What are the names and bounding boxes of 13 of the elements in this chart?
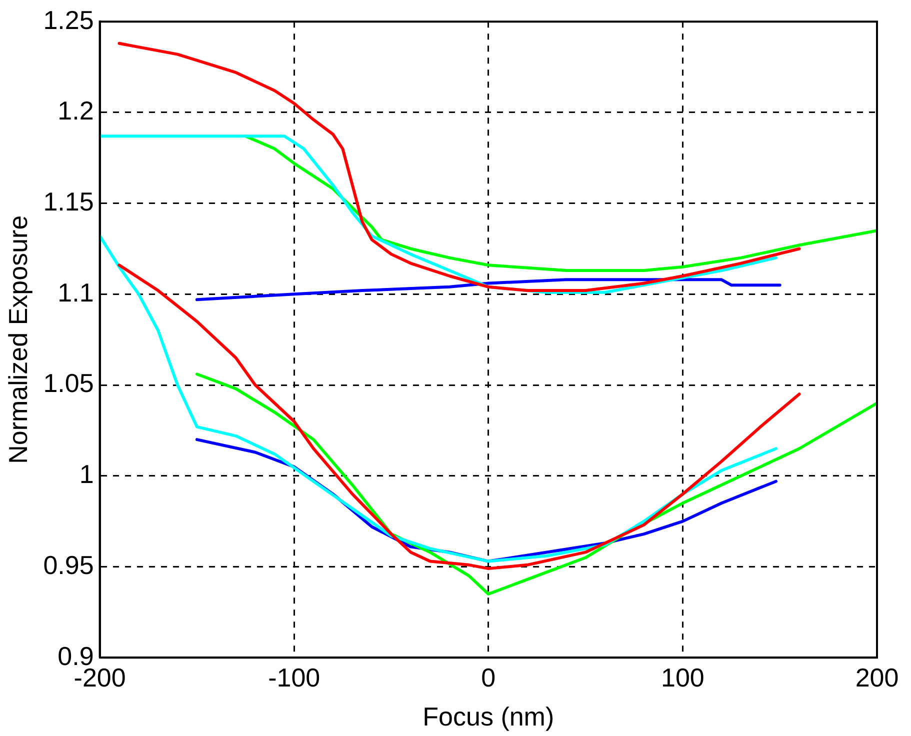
y-tick-label: 0.95	[43, 550, 94, 580]
x-tick-label: -100	[268, 662, 320, 692]
x-tick-label: 0	[481, 662, 496, 692]
x-axis-title: Focus (nm)	[422, 702, 554, 732]
y-axis-title: Normalized Exposure	[2, 215, 33, 464]
y-tick-label: 1.15	[43, 186, 94, 216]
y-tick-label: 1.2	[58, 96, 94, 126]
y-tick-label: 1	[79, 459, 94, 490]
x-tick-label: 100	[661, 662, 704, 692]
y-tick-label: 1.05	[43, 368, 94, 398]
x-tick-label: 200	[855, 662, 899, 692]
y-tick-label: 1.25	[43, 4, 94, 35]
y-tick-label: 1.1	[58, 277, 94, 308]
